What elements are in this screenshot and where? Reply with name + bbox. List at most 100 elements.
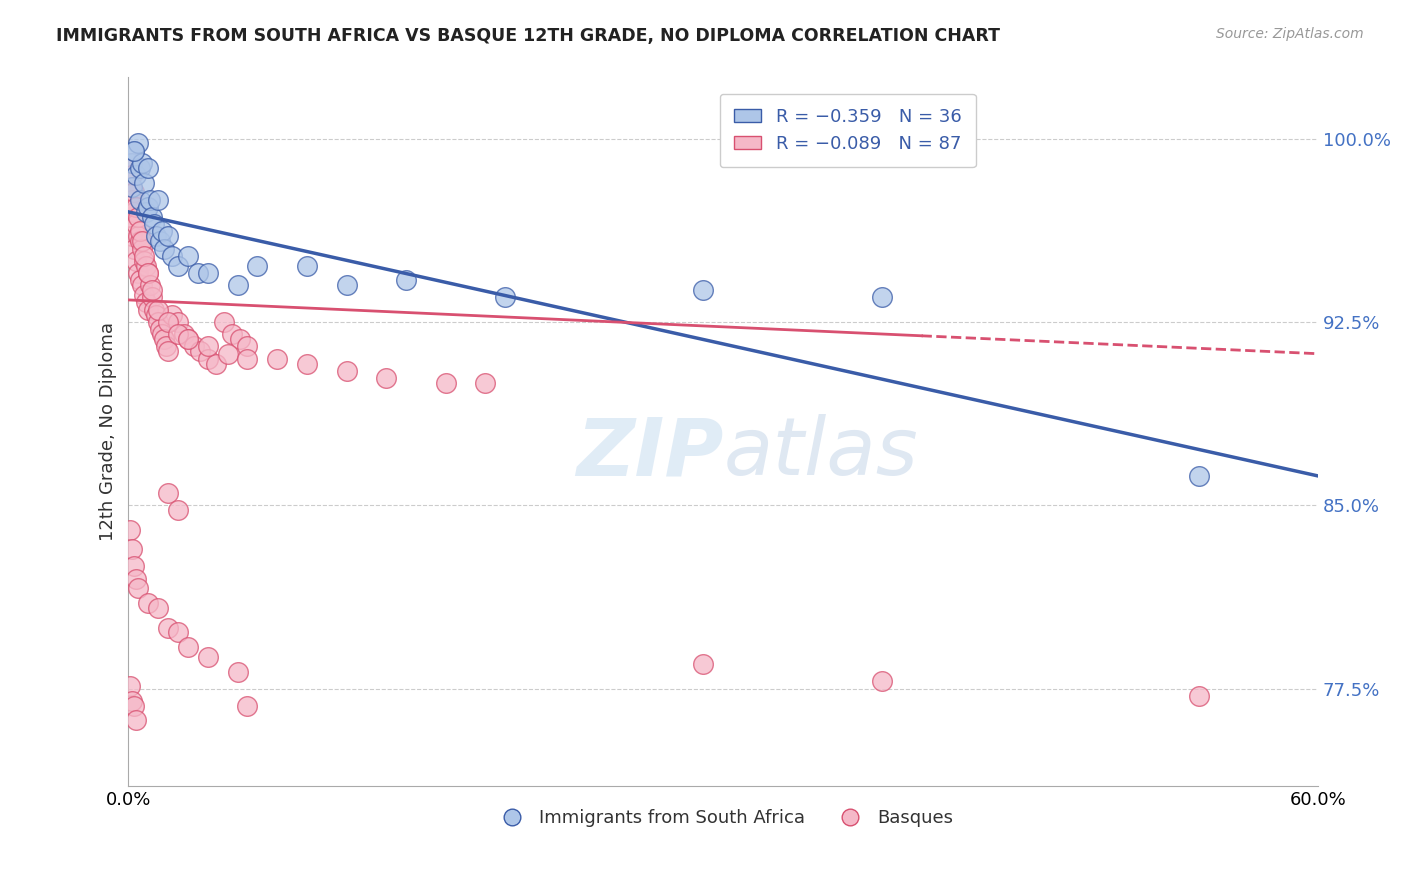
Point	[135, 259, 157, 273]
Point	[120, 210, 142, 224]
Point	[160, 308, 183, 322]
Point	[167, 327, 190, 342]
Point	[129, 273, 152, 287]
Point	[129, 224, 152, 238]
Point	[236, 698, 259, 713]
Point	[1188, 469, 1211, 483]
Point	[157, 486, 180, 500]
Point	[124, 698, 146, 713]
Point	[474, 376, 496, 390]
Y-axis label: 12th Grade, No Diploma: 12th Grade, No Diploma	[100, 323, 117, 541]
Point	[266, 351, 288, 366]
Point	[121, 156, 143, 170]
Point	[125, 168, 148, 182]
Point	[125, 714, 148, 728]
Point	[153, 242, 176, 256]
Point	[149, 322, 172, 336]
Point	[197, 649, 219, 664]
Point	[226, 278, 249, 293]
Point	[136, 302, 159, 317]
Point	[177, 249, 200, 263]
Point	[153, 332, 176, 346]
Point	[127, 266, 149, 280]
Point	[148, 193, 170, 207]
Point	[197, 339, 219, 353]
Point	[129, 161, 152, 175]
Point	[141, 283, 163, 297]
Point	[155, 339, 177, 353]
Legend: Immigrants from South Africa, Basques: Immigrants from South Africa, Basques	[486, 802, 960, 834]
Point	[125, 253, 148, 268]
Point	[183, 339, 205, 353]
Point	[120, 180, 142, 194]
Point	[134, 253, 156, 268]
Point	[143, 217, 166, 231]
Point	[160, 249, 183, 263]
Point	[188, 344, 211, 359]
Text: IMMIGRANTS FROM SOUTH AFRICA VS BASQUE 12TH GRADE, NO DIPLOMA CORRELATION CHART: IMMIGRANTS FROM SOUTH AFRICA VS BASQUE 1…	[56, 27, 1000, 45]
Point	[148, 601, 170, 615]
Point	[167, 259, 190, 273]
Text: atlas: atlas	[723, 414, 918, 492]
Point	[127, 229, 149, 244]
Point	[167, 315, 190, 329]
Point	[197, 266, 219, 280]
Point	[131, 234, 153, 248]
Point	[157, 621, 180, 635]
Point	[177, 332, 200, 346]
Point	[120, 679, 142, 693]
Point	[135, 295, 157, 310]
Point	[134, 176, 156, 190]
Point	[204, 357, 226, 371]
Point	[145, 229, 167, 244]
Point	[177, 640, 200, 654]
Point	[167, 503, 190, 517]
Point	[134, 249, 156, 263]
Point	[217, 347, 239, 361]
Point	[295, 357, 318, 371]
Point	[127, 210, 149, 224]
Point	[141, 210, 163, 224]
Point	[127, 582, 149, 596]
Point	[173, 327, 195, 342]
Point	[120, 523, 142, 537]
Point	[121, 694, 143, 708]
Point	[124, 186, 146, 200]
Point	[157, 344, 180, 359]
Point	[125, 217, 148, 231]
Point	[129, 234, 152, 248]
Point	[131, 156, 153, 170]
Point	[212, 315, 235, 329]
Point	[167, 625, 190, 640]
Point	[221, 327, 243, 342]
Point	[131, 278, 153, 293]
Point	[139, 193, 162, 207]
Point	[135, 205, 157, 219]
Point	[157, 315, 180, 329]
Point	[295, 259, 318, 273]
Point	[124, 559, 146, 574]
Point	[136, 596, 159, 610]
Point	[124, 144, 146, 158]
Point	[375, 371, 398, 385]
Point	[228, 332, 250, 346]
Point	[131, 242, 153, 256]
Point	[177, 332, 200, 346]
Point	[236, 351, 259, 366]
Point	[150, 224, 173, 238]
Point	[246, 259, 269, 273]
Point	[136, 161, 159, 175]
Point	[136, 200, 159, 214]
Point	[148, 302, 170, 317]
Point	[120, 156, 142, 170]
Point	[136, 266, 159, 280]
Point	[136, 266, 159, 280]
Point	[143, 302, 166, 317]
Point	[121, 229, 143, 244]
Text: ZIP: ZIP	[576, 414, 723, 492]
Text: Source: ZipAtlas.com: Source: ZipAtlas.com	[1216, 27, 1364, 41]
Point	[148, 315, 170, 329]
Point	[335, 278, 357, 293]
Point	[121, 180, 143, 194]
Point	[434, 376, 457, 390]
